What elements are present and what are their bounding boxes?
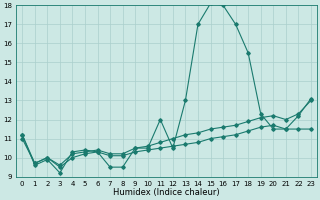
X-axis label: Humidex (Indice chaleur): Humidex (Indice chaleur): [113, 188, 220, 197]
